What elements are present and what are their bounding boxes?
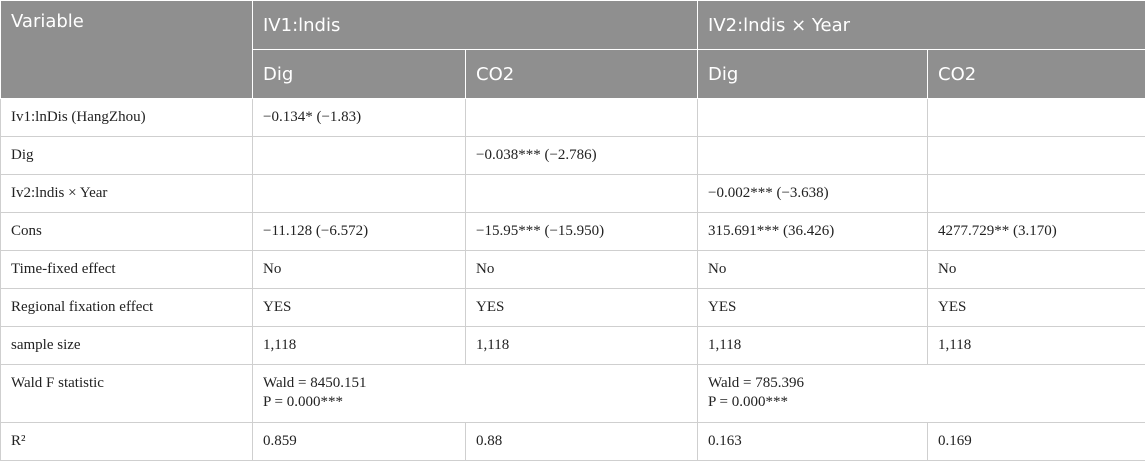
table-cell: 1,118 [927,326,1145,365]
table-cell: Cons [0,212,253,251]
table-row: Cons −11.128 (−6.572) −15.95*** (−15.950) 3… [0,212,1145,251]
subheader-row: Dig CO2 Dig CO2 [1,49,1145,99]
table-row: R² 0.859 0.88 0.163 0.169 [0,422,1145,461]
table-row: Wald F statistic Wald = 8450.151 P = 0.000… [0,364,1145,423]
table-cell: Wald = 785.396 P = 0.000*** [697,364,1145,423]
table-cell: YES [252,288,466,327]
table-cell: No [252,250,466,289]
empty-cell [927,136,1145,175]
header-cell: IV1:lndis [251,0,699,50]
table-cell: 1,118 [252,326,466,365]
empty-cell [252,136,466,175]
table-cell: 1,118 [464,326,699,365]
table-body: Iv1:lnDis (HangZhou) −0.134* (−1.83) Dig −0… [0,98,1145,461]
subheader-cell: CO2 [464,49,699,99]
table-cell: No [927,250,1145,289]
table-cell: YES [464,288,699,327]
table-row: Iv1:lnDis (HangZhou) −0.134* (−1.83) [0,98,1145,137]
table-cell: Regional fixation effect [0,288,253,327]
table-cell: Iv1:lnDis (HangZhou) [0,98,253,137]
table-cell: No [697,250,929,289]
table-cell: −0.134* (−1.83) [252,98,466,137]
table-cell: 0.169 [927,422,1145,461]
table-cell: YES [927,288,1145,327]
empty-cell [252,174,466,213]
table-cell: Dig [0,136,253,175]
table-cell: No [464,250,699,289]
table-cell: 0.859 [252,422,466,461]
table-cell: 0.88 [464,422,699,461]
table-row: Iv2:lndis × Year −0.002*** (−3.638) [0,174,1145,213]
table-cell: Iv2:lndis × Year [0,174,253,213]
table-cell: Time-fixed effect [0,250,253,289]
table-row: Dig −0.038*** (−2.786) [0,136,1145,175]
table-cell: −11.128 (−6.572) [252,212,466,251]
table-cell: 0.163 [697,422,929,461]
table-cell: −0.038*** (−2.786) [464,136,699,175]
subheader-cell: Dig [252,49,466,99]
cell-line: P = 0.000*** [708,394,789,410]
empty-cell [697,136,929,175]
header-cell: Variable [0,0,253,99]
header-cell: IV2:lndis × Year [697,0,1145,50]
table-cell: 1,118 [697,326,929,365]
subheader-cell: Dig [697,49,929,99]
table-cell: Wald = 8450.151 P = 0.000*** [251,364,699,423]
empty-cell [464,98,699,137]
header-row: Variable IV1:lndis IV2:lndis × Year [0,0,1145,99]
cell-line: Wald = 785.396 [708,375,805,391]
table-head: Variable IV1:lndis IV2:lndis × Year Dig CO2 D… [0,0,1145,99]
table-row: Time-fixed effect No No No No [0,250,1145,289]
empty-cell [697,98,929,137]
table-row: Regional fixation effect YES YES YES YES [0,288,1145,327]
table-cell: Wald F statistic [0,364,253,423]
empty-cell [464,174,699,213]
cell-line: Wald = 8450.151 [263,375,367,391]
table-cell: sample size [0,326,253,365]
table-cell: 315.691*** (36.426) [697,212,929,251]
table-cell: 4277.729** (3.170) [927,212,1145,251]
subheader-cell: CO2 [927,49,1145,99]
empty-cell [927,98,1145,137]
table-cell: −0.002*** (−3.638) [697,174,929,213]
table-cell: −15.95*** (−15.950) [464,212,699,251]
table-cell: YES [697,288,929,327]
table-row: sample size 1,118 1,118 1,118 1,118 [0,326,1145,365]
cell-line: P = 0.000*** [263,394,343,410]
table-cell: R² [0,422,253,461]
empty-cell [927,174,1145,213]
